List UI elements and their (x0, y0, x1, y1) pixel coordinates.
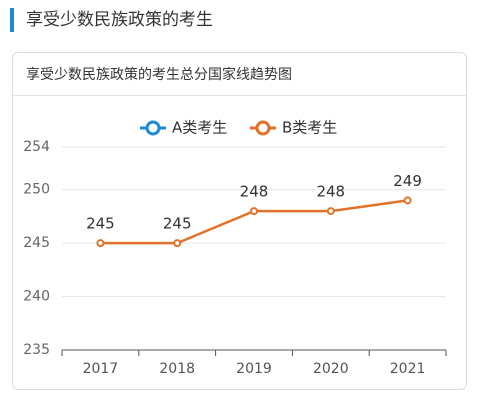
point (403, 196, 412, 205)
x-tick-label: 2017 (83, 361, 119, 377)
data-label: 248 (316, 183, 345, 201)
legend-label: A类考生 (172, 119, 227, 137)
x-tick-label: 2020 (313, 361, 349, 377)
data-label: 245 (163, 215, 192, 233)
point (326, 207, 335, 216)
y-tick-label: 250 (23, 182, 50, 198)
x-tick-label: 2018 (159, 361, 195, 377)
chart-title: 享受少数民族政策的考生总分国家线趋势图 (26, 66, 292, 83)
y-tick-label: 240 (23, 289, 50, 305)
data-label: 248 (240, 183, 269, 201)
data-label: 249 (393, 172, 422, 190)
card (12, 52, 467, 390)
y-tick-label: 235 (23, 342, 50, 358)
header-title: 享受少数民族政策的考生 (26, 10, 213, 30)
x-tick-label: 2021 (390, 361, 426, 377)
point (173, 239, 182, 248)
legend-label: B类考生 (282, 119, 337, 137)
data-label: 245 (86, 215, 115, 233)
legend-marker (255, 120, 271, 136)
legend-marker (145, 120, 161, 136)
header-accent (10, 8, 14, 32)
y-tick-label: 245 (23, 235, 50, 251)
point (96, 239, 105, 248)
x-tick-label: 2019 (236, 361, 272, 377)
y-tick-label: 254 (23, 139, 50, 155)
point (250, 207, 258, 216)
